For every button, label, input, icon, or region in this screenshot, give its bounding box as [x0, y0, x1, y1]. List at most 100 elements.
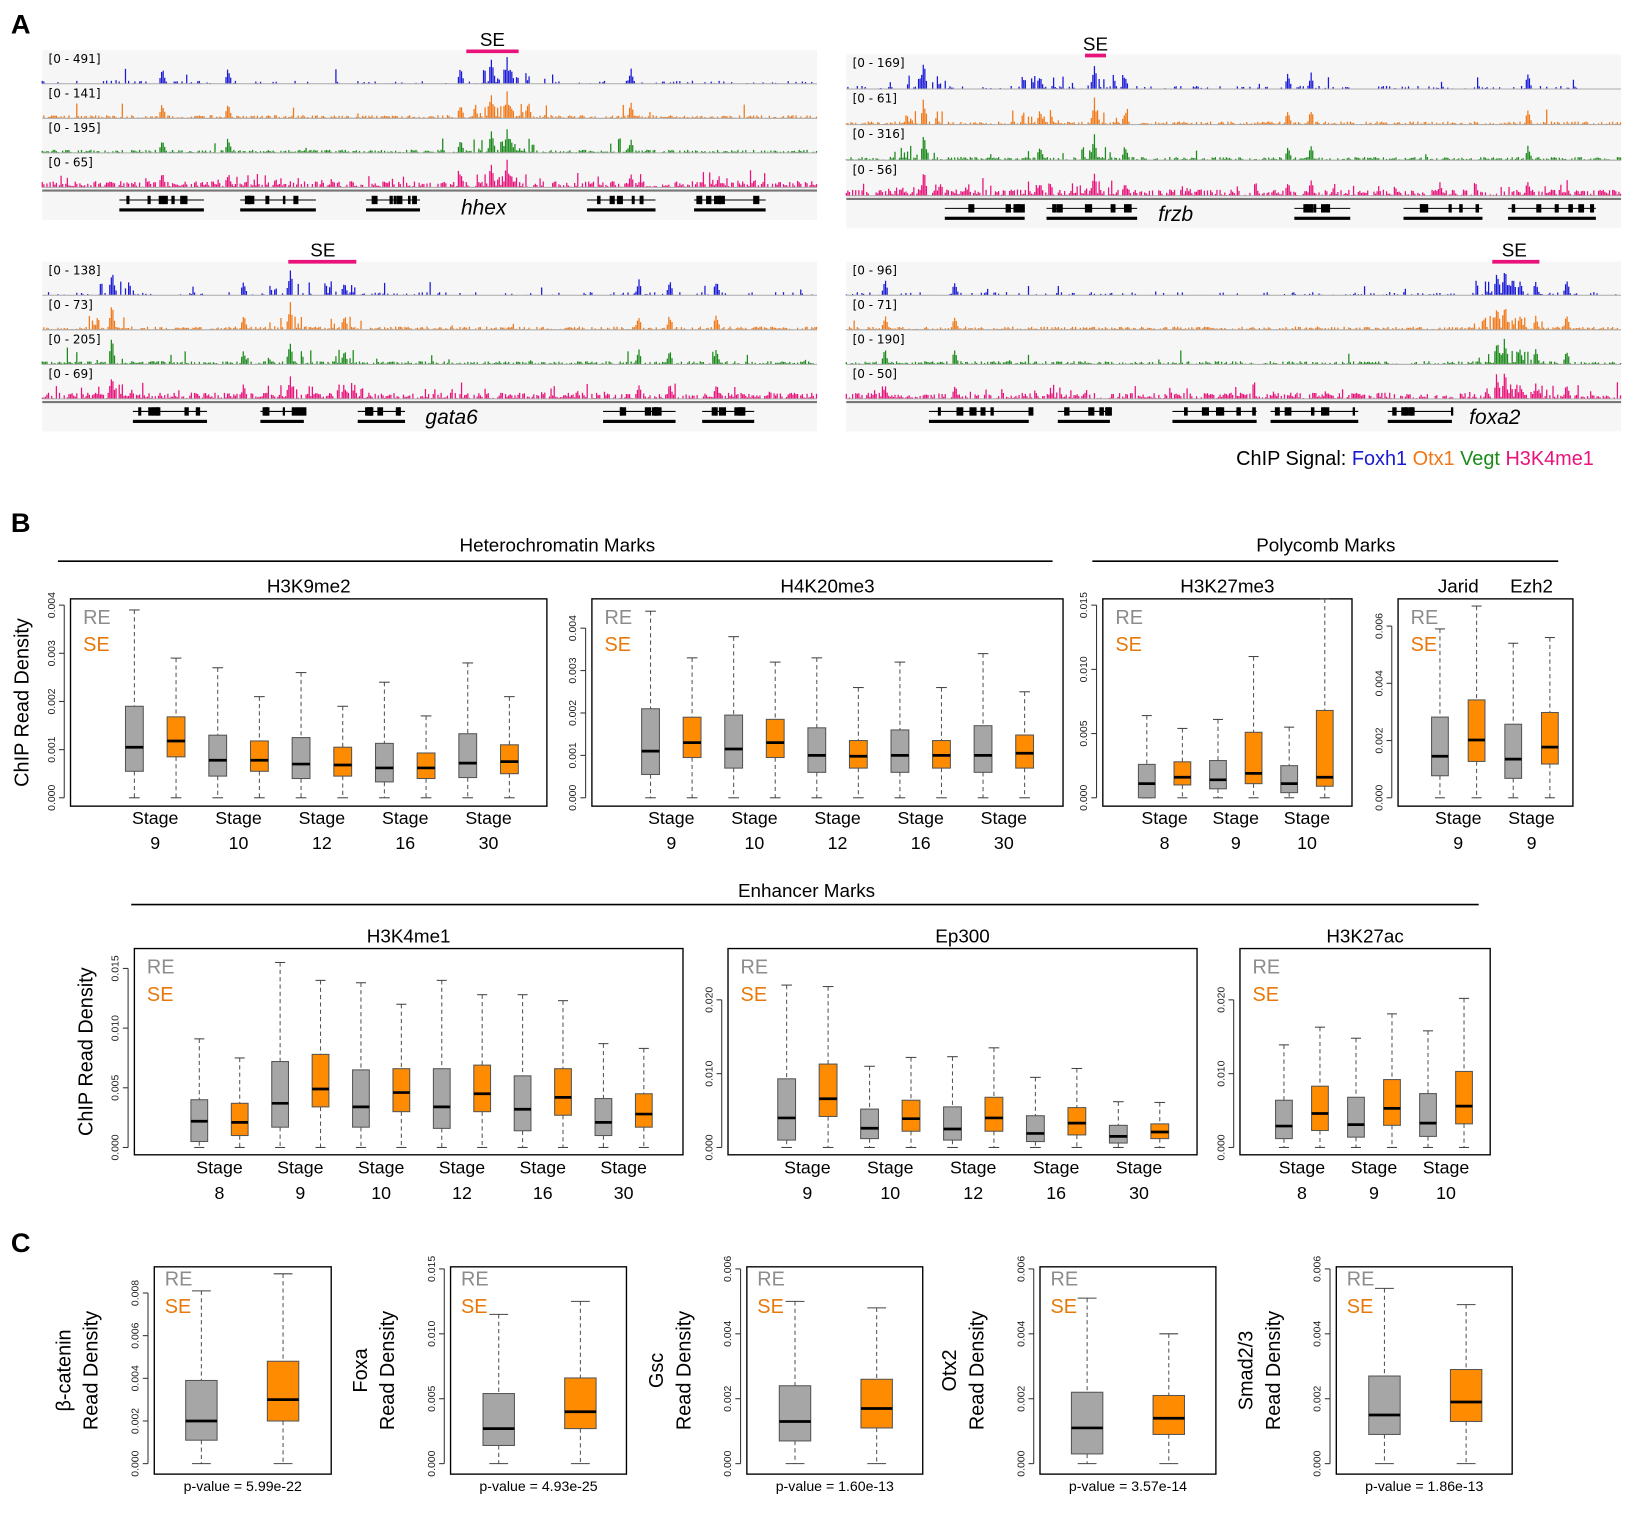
box-re	[482, 1313, 515, 1465]
box-se	[473, 994, 492, 1148]
stage-number: 9	[1527, 833, 1537, 853]
boxplot-otx2: 0.000 0.002 0.004 0.006 RE SE Otx2 Read Density…	[939, 1256, 1217, 1494]
legend-re: RE	[757, 1269, 785, 1291]
boxplot-foxa: 0.000 0.005 0.010 0.015 RE SE Foxa Read Density…	[350, 1256, 628, 1494]
iqr-box	[1504, 723, 1523, 779]
y-tick-label: 0.004	[47, 592, 58, 618]
legend-h3k4me1: H3K4me1	[1505, 448, 1593, 470]
stage-label: Stage	[1435, 808, 1482, 828]
stage-number: 16	[911, 833, 931, 853]
iqr-box	[641, 708, 660, 775]
signal-track-otx1	[43, 302, 818, 330]
legend-se: SE	[165, 1296, 192, 1318]
p-value: p-value = 4.93e-25	[479, 1478, 597, 1494]
iqr-box	[1067, 1107, 1087, 1136]
stage-label: Stage	[1279, 1158, 1326, 1178]
box-re	[860, 1065, 879, 1148]
box-se	[1015, 691, 1035, 799]
stage-number: 9	[295, 1183, 305, 1203]
legend-re: RE	[461, 1269, 489, 1291]
y-tick-label: 0.001	[47, 736, 58, 762]
y-axis-label: Read Density	[81, 1311, 103, 1430]
legend-otx1: Otx1	[1413, 448, 1455, 470]
iqr-box	[860, 1108, 879, 1140]
panel-label-c: C	[11, 1227, 31, 1258]
iqr-box	[392, 1068, 411, 1113]
section-polycomb: Polycomb Marks	[1256, 535, 1395, 556]
iqr-box	[311, 1053, 330, 1108]
box-re	[1275, 1044, 1293, 1148]
super-enhancer-label: SE	[1083, 33, 1108, 54]
y-tick-label: 0.004	[131, 1365, 142, 1391]
stage-label: Stage	[439, 1158, 486, 1178]
group-title: Ezh2	[1510, 576, 1553, 597]
box-re	[1419, 1030, 1437, 1148]
boxplot-jarid-ezh2: 0.000 0.002 0.004 0.006 RE SE Stage 9 Jarid Stage…	[1374, 576, 1574, 853]
y-axis-label: Read Density	[377, 1311, 399, 1430]
legend-re: RE	[147, 957, 175, 979]
y-tick-label: 0.006	[723, 1256, 734, 1282]
plot-frame	[727, 947, 1198, 1156]
boxplot-h3k4me1: 0.000 0.005 0.010 0.015 H3K4me1 RE SE ChIP Read…	[76, 925, 684, 1203]
stage-label: Stage	[897, 808, 944, 828]
stage-label: Stage	[1423, 1158, 1470, 1178]
box-se	[1540, 637, 1559, 799]
iqr-box	[1315, 709, 1334, 787]
box-re	[271, 961, 290, 1148]
gene-models	[132, 407, 755, 423]
iqr-box	[374, 742, 394, 783]
box-se	[554, 1000, 572, 1148]
legend-re: RE	[1411, 607, 1439, 629]
plot-frame	[153, 1266, 332, 1475]
y-tick-label: 0.010	[704, 1060, 715, 1086]
y-tick-label: 0.002	[1313, 1385, 1324, 1411]
y-tick-label: 0.002	[1016, 1385, 1027, 1411]
boxplot-gsc: 0.000 0.002 0.004 0.006 RE SE Gsc Read Density p…	[646, 1256, 924, 1494]
iqr-box	[1137, 763, 1156, 799]
iqr-box	[482, 1393, 515, 1447]
box-re	[1070, 1297, 1104, 1465]
legend-se: SE	[83, 634, 110, 656]
gene-models	[944, 204, 1596, 220]
box-se	[901, 1056, 921, 1148]
panel-label-a: A	[11, 9, 31, 40]
stage-label: Stage	[1508, 808, 1555, 828]
iqr-box	[1455, 1070, 1473, 1125]
iqr-box	[1108, 1124, 1128, 1144]
group-title: Jarid	[1438, 576, 1479, 597]
chip-signal-legend: ChIP Signal: Foxh1 Otx1 Vegt H3K4me1	[1236, 448, 1594, 470]
y-tick-label: 0.010	[427, 1321, 438, 1347]
y-tick-label: 0.015	[427, 1256, 438, 1282]
track-range-label: [0 - 195]	[49, 121, 101, 135]
box-se	[765, 661, 785, 799]
genome-browser-hhex: [0 - 491] [0 - 141] [0 - 195] [0 - 65] hhex S…	[41, 29, 818, 220]
stage-label: Stage	[981, 808, 1028, 828]
box-se	[1067, 1067, 1087, 1148]
box-re	[943, 1056, 962, 1148]
stage-label: Stage	[1033, 1158, 1080, 1178]
plot-frame	[69, 598, 548, 807]
box-se	[634, 1047, 653, 1148]
stage-number: 10	[1297, 833, 1317, 853]
iqr-box	[1383, 1079, 1401, 1126]
legend-re: RE	[604, 607, 632, 629]
box-re	[777, 984, 797, 1148]
stage-label: Stage	[648, 808, 695, 828]
box-se	[1152, 1333, 1186, 1465]
iqr-box	[1311, 1085, 1329, 1132]
stage-number: 12	[452, 1183, 472, 1203]
plot-title: H3K9me2	[267, 576, 351, 597]
box-re	[778, 1300, 812, 1465]
browser-background	[42, 50, 818, 220]
box-se	[1315, 598, 1334, 799]
super-enhancer-label: SE	[1502, 240, 1527, 261]
y-tick-label: 0.000	[111, 1134, 122, 1160]
plot-title: H3K4me1	[367, 925, 451, 946]
box-re	[1368, 1287, 1401, 1465]
iqr-box	[901, 1099, 921, 1132]
plot-frame	[1102, 598, 1353, 807]
stage-label: Stage	[867, 1158, 914, 1178]
legend-re: RE	[83, 607, 111, 629]
y-tick-label: 0.005	[1079, 720, 1090, 746]
iqr-box	[458, 733, 478, 779]
